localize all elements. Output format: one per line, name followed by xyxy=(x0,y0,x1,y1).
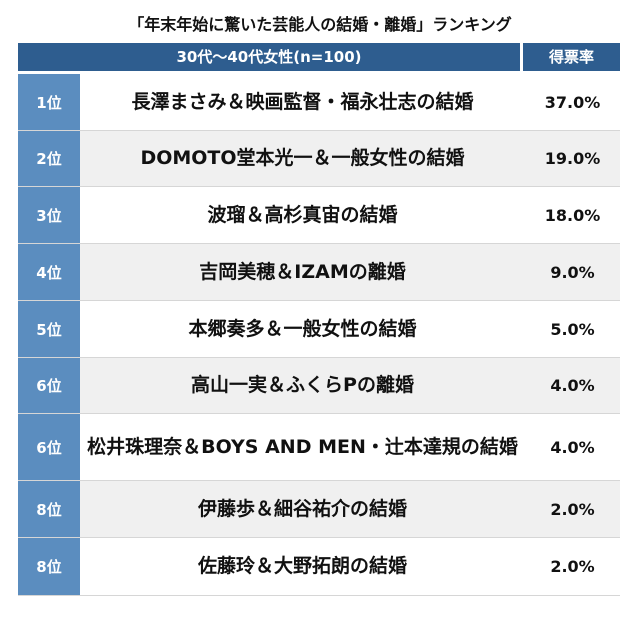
rank-cell: 3位 xyxy=(18,187,80,243)
rate-cell: 37.0% xyxy=(525,74,620,130)
name-cell: 本郷奏多＆一般女性の結婚 xyxy=(80,301,525,357)
name-cell: DOMOTO堂本光一＆一般女性の結婚 xyxy=(80,131,525,186)
name-cell: 長澤まさみ＆映画監督・福永壮志の結婚 xyxy=(80,74,525,130)
header-rate: 得票率 xyxy=(523,43,620,71)
rank-cell: 5位 xyxy=(18,301,80,357)
rank-cell: 6位 xyxy=(18,414,80,480)
rate-cell: 18.0% xyxy=(525,187,620,243)
rate-cell: 4.0% xyxy=(525,414,620,480)
table-body: 1位 長澤まさみ＆映画監督・福永壮志の結婚 37.0% 2位 DOMOTO堂本光一＆一般… xyxy=(18,74,620,596)
table-row: 3位 波瑠＆高杉真宙の結婚 18.0% xyxy=(18,187,620,244)
chart-title: 「年末年始に驚いた芸能人の結婚・離婚」ランキング xyxy=(128,15,512,34)
rate-cell: 19.0% xyxy=(525,131,620,186)
ranking-table: 30代〜40代女性(n=100) 得票率 1位 長澤まさみ＆映画監督・福永壮志の結… xyxy=(18,43,620,596)
rank-cell: 8位 xyxy=(18,481,80,537)
name-cell: 松井珠理奈＆BOYS AND MEN・辻本達規の結婚 xyxy=(80,414,525,480)
rate-cell: 2.0% xyxy=(525,538,620,595)
rank-cell: 2位 xyxy=(18,131,80,186)
rank-cell: 8位 xyxy=(18,538,80,595)
table-row: 2位 DOMOTO堂本光一＆一般女性の結婚 19.0% xyxy=(18,131,620,187)
name-cell: 吉岡美穂＆IZAMの離婚 xyxy=(80,244,525,300)
rate-cell: 9.0% xyxy=(525,244,620,300)
rank-cell: 1位 xyxy=(18,74,80,130)
rank-cell: 4位 xyxy=(18,244,80,300)
table-row: 8位 佐藤玲＆大野拓朗の結婚 2.0% xyxy=(18,538,620,596)
table-row: 8位 伊藤歩＆細谷祐介の結婚 2.0% xyxy=(18,481,620,538)
name-cell: 伊藤歩＆細谷祐介の結婚 xyxy=(80,481,525,537)
name-cell: 波瑠＆高杉真宙の結婚 xyxy=(80,187,525,243)
rate-cell: 5.0% xyxy=(525,301,620,357)
rank-cell: 6位 xyxy=(18,358,80,413)
name-cell: 高山一実＆ふくらPの離婚 xyxy=(80,358,525,413)
rate-cell: 2.0% xyxy=(525,481,620,537)
header-group: 30代〜40代女性(n=100) xyxy=(18,43,520,71)
table-header: 30代〜40代女性(n=100) 得票率 xyxy=(18,43,620,71)
name-cell: 佐藤玲＆大野拓朗の結婚 xyxy=(80,538,525,595)
table-row: 5位 本郷奏多＆一般女性の結婚 5.0% xyxy=(18,301,620,358)
table-row: 6位 高山一実＆ふくらPの離婚 4.0% xyxy=(18,358,620,414)
rate-cell: 4.0% xyxy=(525,358,620,413)
table-row: 4位 吉岡美穂＆IZAMの離婚 9.0% xyxy=(18,244,620,301)
table-row: 1位 長澤まさみ＆映画監督・福永壮志の結婚 37.0% xyxy=(18,74,620,131)
table-row: 6位 松井珠理奈＆BOYS AND MEN・辻本達規の結婚 4.0% xyxy=(18,414,620,481)
